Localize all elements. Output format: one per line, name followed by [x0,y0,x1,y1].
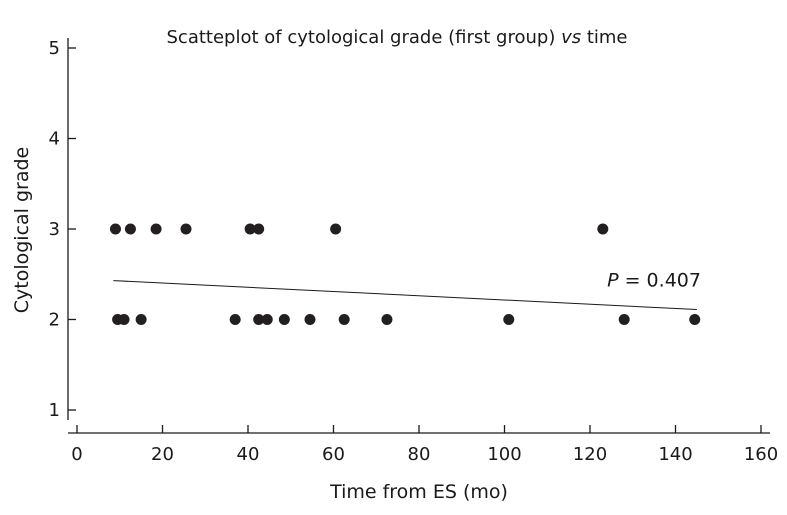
data-point [689,314,701,325]
data-point [278,314,290,325]
chart-title-italic: vs [561,27,581,48]
p-value-text: = 0.407 [619,270,701,292]
data-point [229,314,241,325]
y-tick-label: 4 [49,129,60,150]
x-tick-label: 20 [151,444,174,465]
trendline [113,280,697,311]
x-tick-label: 120 [573,444,607,465]
data-point [109,223,121,235]
data-point [330,223,342,235]
chart-title: Scatteplot of cytological grade (first g… [167,27,628,48]
data-point [597,223,609,235]
data-point [244,223,256,235]
p-value-symbol: P [607,270,619,292]
x-tick-label: 0 [71,444,82,465]
x-tick-label: 140 [658,444,692,465]
data-point [503,314,515,325]
chart-title-tail: time [581,27,627,48]
y-tick-label: 2 [49,310,60,331]
y-tick-label: 5 [49,38,60,59]
data-point [338,314,350,325]
y-tick-label: 3 [49,219,60,240]
data-point [180,223,192,235]
data-point [253,314,265,325]
chart-title-main: Scatteplot of cytological grade (first g… [167,27,562,48]
y-axis: 1 2 3 4 5 [49,38,76,421]
data-point [261,314,273,325]
y-tick-label: 1 [49,400,60,421]
p-value-annotation: P = 0.407 [607,270,701,292]
data-point [150,223,162,235]
trendline-layer [113,280,697,311]
data-point [253,223,265,235]
data-point [124,223,136,235]
x-axis: 0 20 40 60 80 100 120 140 160 [68,425,778,465]
y-axis-label: Cytological grade [11,147,33,314]
x-tick-label: 60 [322,444,345,465]
data-point [118,314,130,325]
data-point [135,314,147,325]
x-axis-label: Time from ES (mo) [329,481,508,503]
points-layer [109,223,701,325]
x-tick-label: 100 [487,444,521,465]
x-tick-label: 160 [744,444,778,465]
data-point [618,314,630,325]
data-point [304,314,316,325]
x-tick-label: 40 [237,444,260,465]
data-point [381,314,393,325]
x-tick-label: 80 [408,444,431,465]
